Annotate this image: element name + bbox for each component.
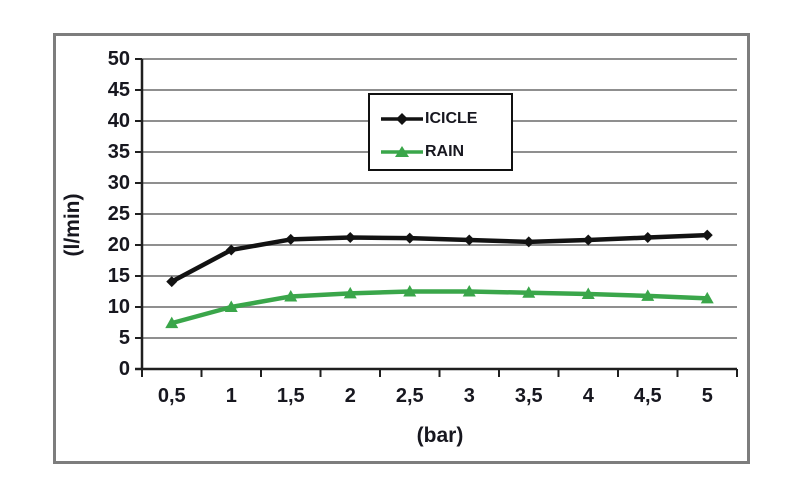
legend-entry-icicle: ICICLE	[380, 104, 511, 134]
y-tick-label: 45	[107, 79, 130, 101]
y-tick-label: 0	[118, 358, 130, 380]
y-axis-label: (l/min)	[61, 193, 84, 257]
data-point-rain	[343, 286, 357, 299]
x-tick-label: 3,5	[514, 385, 543, 407]
data-point-rain	[165, 316, 179, 329]
data-point-icicle	[463, 234, 475, 246]
data-point-icicle	[523, 236, 535, 248]
data-point-rain	[522, 286, 536, 298]
x-tick-label: 0,5	[157, 385, 186, 407]
rain-line-triangle-icon	[381, 146, 423, 158]
data-point-rain	[641, 289, 655, 301]
x-tick-label: 1	[225, 385, 237, 407]
legend-label-icicle: ICICLE	[425, 109, 478, 127]
data-point-icicle	[166, 276, 178, 288]
x-tick-label: 2	[344, 385, 356, 407]
legend-entry-rain: RAIN	[380, 137, 511, 167]
x-axis-label: (bar)	[416, 424, 464, 447]
legend: ICICLE RAIN	[368, 93, 513, 171]
y-tick-label: 10	[107, 296, 130, 318]
data-point-rain	[581, 287, 595, 299]
y-tick-label: 30	[107, 172, 130, 194]
x-tick-label: 3	[463, 385, 475, 407]
icicle-line-diamond-icon	[381, 112, 423, 125]
data-point-rain	[403, 285, 417, 297]
x-tick-label: 4	[582, 385, 594, 407]
data-point-icicle	[285, 233, 297, 245]
y-tick-label: 25	[107, 203, 130, 225]
data-point-icicle	[642, 232, 654, 244]
y-tick-label: 15	[107, 265, 130, 287]
x-tick-label: 5	[701, 385, 713, 407]
data-point-rain	[462, 285, 476, 297]
legend-label-rain: RAIN	[425, 143, 465, 161]
y-tick-label: 40	[107, 110, 130, 132]
data-point-rain	[224, 300, 238, 312]
data-point-rain	[284, 289, 298, 302]
y-tick-label: 5	[118, 327, 130, 349]
data-point-icicle	[344, 232, 356, 244]
data-point-rain	[700, 291, 714, 304]
data-point-icicle	[225, 244, 237, 256]
data-point-icicle	[582, 234, 594, 246]
data-point-icicle	[404, 232, 416, 244]
y-tick-label: 50	[107, 48, 130, 70]
y-tick-label: 20	[107, 234, 130, 256]
series-line-rain	[171, 289, 708, 326]
x-tick-label: 2,5	[395, 385, 424, 407]
x-tick-label: 1,5	[276, 385, 305, 407]
y-tick-label: 35	[107, 141, 130, 163]
series-line-icicle	[170, 232, 708, 284]
data-point-icicle	[701, 229, 713, 241]
x-tick-label: 4,5	[633, 385, 662, 407]
